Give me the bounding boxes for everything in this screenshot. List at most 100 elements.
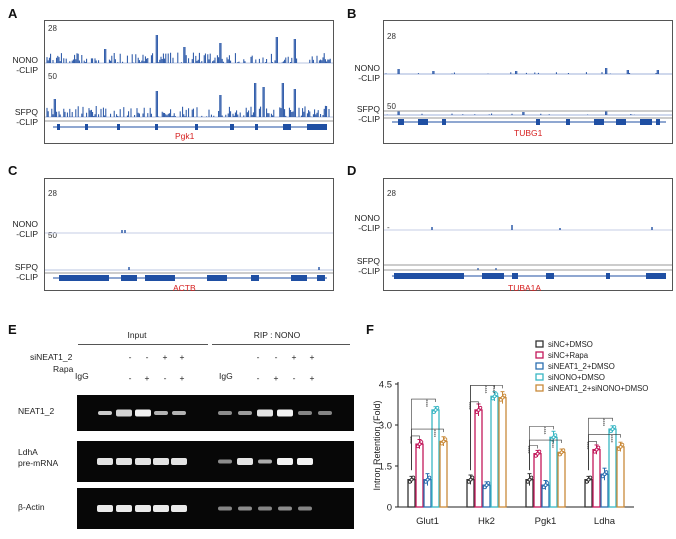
legend-swatch <box>535 340 544 348</box>
gene-exon <box>594 119 604 125</box>
gel-band <box>237 458 253 465</box>
gel-band <box>171 458 187 465</box>
bar <box>490 395 499 508</box>
gel-band <box>153 505 169 512</box>
sineat1-sign: + <box>179 352 185 362</box>
panel-letter-e: E <box>8 322 17 337</box>
legend-label: siNEAT1_2+siNONO+DMSO <box>548 384 648 393</box>
track-label-sfpq-b: SFPQ -CLIP <box>356 104 380 124</box>
data-point <box>604 470 609 474</box>
significance-stars: **** <box>528 446 534 454</box>
legend-swatch <box>535 373 544 381</box>
gel-band <box>218 506 232 511</box>
rapa-sign: + <box>273 373 279 383</box>
coverage-tracks-b <box>384 68 672 125</box>
gel-band <box>278 506 292 511</box>
gene-exon <box>394 273 464 279</box>
gel-band <box>218 411 232 415</box>
gene-exon <box>616 119 626 125</box>
y-tick-label: 0 <box>387 503 392 514</box>
rapa-sign: + <box>144 373 150 383</box>
gel-band <box>238 506 252 511</box>
significance-stars: **** <box>552 440 558 448</box>
gel-actin <box>77 488 354 529</box>
gel-label-neat1: NEAT1_2 <box>18 406 55 416</box>
genome-browser-panel-a: 28 50 Pgk1 <box>44 20 334 144</box>
gene-exon <box>85 124 88 130</box>
scale-mid-c: 50 <box>48 231 57 240</box>
data-point <box>443 437 448 442</box>
legend-swatch <box>535 384 544 392</box>
significance-stars: **** <box>426 399 432 407</box>
significance-bracket <box>588 434 621 471</box>
rapa-sign: + <box>309 373 315 383</box>
group-line-input <box>78 344 208 345</box>
genome-browser-panel-d: 28 - TUBA1A <box>383 178 673 293</box>
gene-exon <box>606 273 610 279</box>
rapa-sign: - <box>256 373 260 383</box>
y-tick-label: 3.0 <box>379 421 392 432</box>
gel-band <box>135 458 151 465</box>
significance-bracket <box>470 385 503 471</box>
gel-band <box>218 459 232 464</box>
data-point <box>537 449 542 454</box>
coverage-signal <box>46 83 330 117</box>
data-point <box>588 475 593 480</box>
gene-exon <box>59 275 109 281</box>
data-point <box>545 481 550 485</box>
gel-band <box>171 505 187 512</box>
group-label-rip: RIP : NONO <box>253 330 301 340</box>
coverage-signal <box>46 35 331 63</box>
gel-band <box>238 411 252 415</box>
significance-bracket <box>411 428 444 471</box>
gene-exon <box>317 275 325 281</box>
gene-exon <box>566 119 570 125</box>
gel-band <box>97 505 113 512</box>
bar <box>415 443 424 508</box>
significance-stars: **** <box>434 429 440 437</box>
gene-name-d: TUBA1A <box>508 283 542 293</box>
gene-exon <box>640 119 652 125</box>
scale-top-a: 28 <box>48 24 57 33</box>
data-point <box>470 475 475 480</box>
x-category-label: Glut1 <box>416 516 439 527</box>
coverage-signal <box>431 225 653 230</box>
gel-band <box>277 409 293 417</box>
gene-exon <box>536 119 540 125</box>
gel-band <box>257 409 273 417</box>
track-label-sfpq-c: SFPQ -CLIP <box>14 262 38 282</box>
track-label-nono-c: NONO -CLIP <box>12 219 39 239</box>
gel-band <box>135 505 151 512</box>
gene-exon <box>656 119 660 125</box>
gene-exon <box>155 124 158 130</box>
row-label-rapa: Rapa <box>53 364 74 374</box>
bar <box>616 446 625 508</box>
gel-band <box>116 505 132 512</box>
coverage-signal <box>121 230 126 233</box>
bar <box>557 451 566 508</box>
coverage-signal <box>477 268 497 270</box>
gene-name-b: TUBG1 <box>514 128 543 138</box>
coverage-signal <box>386 111 635 115</box>
gene-exon <box>418 119 428 125</box>
group-line-rip <box>212 344 350 345</box>
track-label-sfpq-d: SFPQ -CLIP <box>356 256 380 276</box>
gel-band <box>297 458 313 465</box>
scale-top-d: 28 <box>387 189 396 198</box>
gel-ldha <box>77 441 354 482</box>
x-category-label: Ldha <box>594 516 616 527</box>
scale-mid-b: 50 <box>387 102 396 111</box>
gel-band <box>116 458 132 465</box>
rapa-sign: - <box>292 373 296 383</box>
sineat1-sign: - <box>274 352 278 362</box>
scale-top-b: 28 <box>387 32 396 41</box>
legend-swatch <box>535 351 544 359</box>
data-point <box>411 475 416 480</box>
significance-bracket <box>529 439 562 471</box>
gel-band <box>318 411 332 415</box>
bar <box>533 453 542 508</box>
bar <box>431 409 440 508</box>
gel-band <box>298 506 312 511</box>
gel-band <box>154 411 168 415</box>
sineat1-sign: + <box>309 352 315 362</box>
